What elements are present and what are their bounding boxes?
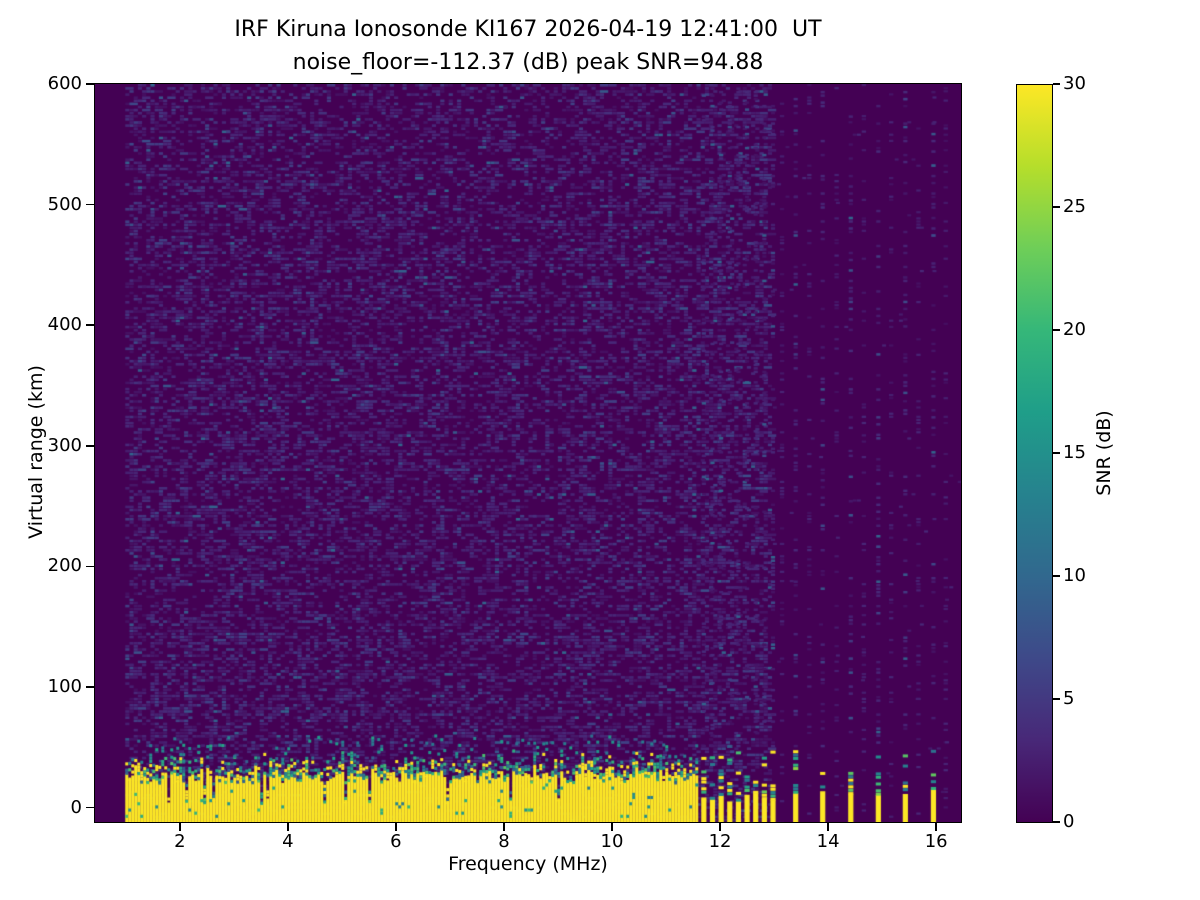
colorbar-tick-mark (1053, 821, 1060, 823)
y-tick-mark (86, 83, 94, 85)
y-tick-label: 300 (47, 434, 82, 456)
colorbar (1016, 84, 1053, 823)
colorbar-tick-mark (1053, 698, 1060, 700)
y-tick-label: 0 (70, 796, 82, 818)
x-tick-mark (935, 823, 937, 831)
chart-title: IRF Kiruna Ionosonde KI167 2026-04-19 12… (234, 17, 822, 42)
x-tick-mark (611, 823, 613, 831)
colorbar-tick-mark (1053, 575, 1060, 577)
x-tick-label: 2 (174, 831, 186, 852)
y-tick-mark (86, 444, 94, 447)
y-axis-label: Virtual range (km) (25, 365, 47, 539)
x-tick-mark (287, 823, 289, 831)
x-tick-mark (503, 823, 505, 831)
y-tick-label: 100 (47, 675, 82, 697)
x-tick-label: 10 (600, 831, 624, 852)
x-tick-label: 14 (816, 831, 840, 852)
colorbar-tick-label: 20 (1063, 319, 1086, 340)
x-tick-label: 8 (498, 831, 510, 852)
colorbar-tick-label: 10 (1063, 565, 1086, 586)
colorbar-tick-mark (1053, 206, 1060, 208)
y-tick-mark (86, 565, 94, 568)
x-tick-label: 16 (924, 831, 948, 852)
y-tick-label: 400 (47, 314, 82, 336)
y-tick-mark (86, 203, 94, 206)
y-tick-label: 600 (47, 73, 82, 94)
ionogram-heatmap-canvas (95, 84, 961, 822)
colorbar-label: SNR (dB) (1093, 410, 1115, 496)
colorbar-tick-label: 5 (1063, 688, 1075, 709)
y-tick-label: 500 (47, 193, 82, 215)
x-tick-mark (827, 823, 829, 831)
y-tick-label: 200 (47, 555, 82, 577)
colorbar-tick-label: 25 (1063, 196, 1086, 217)
colorbar-tick-label: 0 (1063, 811, 1075, 832)
x-tick-mark (719, 823, 721, 831)
y-tick-mark (86, 806, 94, 809)
chart-subtitle: noise_floor=-112.37 (dB) peak SNR=94.88 (292, 50, 764, 75)
x-tick-mark (179, 823, 181, 831)
colorbar-tick-label: 15 (1063, 442, 1086, 463)
x-tick-mark (395, 823, 397, 831)
colorbar-tick-mark (1053, 83, 1060, 85)
colorbar-tick-mark (1053, 329, 1060, 331)
colorbar-tick-mark (1053, 452, 1060, 454)
x-tick-label: 4 (282, 831, 294, 852)
x-tick-label: 6 (390, 831, 402, 852)
x-tick-label: 12 (708, 831, 732, 852)
y-tick-mark (86, 686, 94, 688)
colorbar-tick-label: 30 (1063, 73, 1086, 94)
x-axis-label: Frequency (MHz) (448, 853, 608, 875)
y-tick-mark (86, 324, 94, 326)
